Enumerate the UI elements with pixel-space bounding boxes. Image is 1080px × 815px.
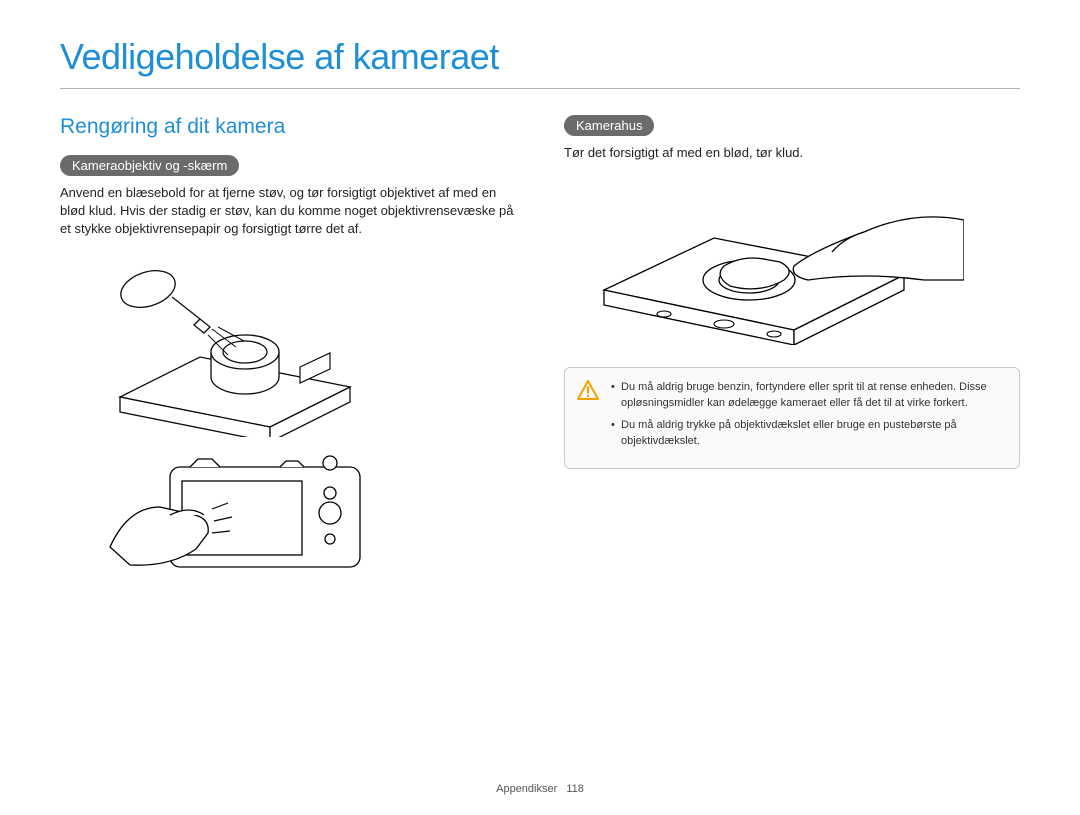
footer-page-number: 118 — [566, 783, 584, 795]
pill-lens-screen: Kameraobjektiv og -skærm — [60, 155, 239, 176]
warning-box: Du må aldrig bruge benzin, fortyndere el… — [564, 367, 1020, 469]
page-footer: Appendikser 118 — [0, 783, 1080, 795]
illustration-blower — [60, 257, 430, 437]
pill-body: Kamerahus — [564, 115, 654, 136]
page-title: Vedligeholdelse af kameraet — [60, 36, 1020, 89]
section-title-cleaning: Rengøring af dit kamera — [60, 115, 516, 139]
body-lens-screen: Anvend en blæsebold for at fjerne støv, … — [60, 184, 516, 239]
warning-list: Du må aldrig bruge benzin, fortyndere el… — [611, 380, 1005, 450]
left-column: Rengøring af dit kamera Kameraobjektiv o… — [60, 115, 516, 587]
warning-item: Du må aldrig trykke på objektivdækslet e… — [611, 418, 1005, 450]
two-column-layout: Rengøring af dit kamera Kameraobjektiv o… — [60, 115, 1020, 587]
body-camera-body: Tør det forsigtigt af med en blød, tør k… — [564, 144, 1020, 162]
illustration-wipe-screen — [100, 437, 380, 587]
warning-item: Du må aldrig bruge benzin, fortyndere el… — [611, 380, 1005, 412]
warning-icon — [577, 380, 599, 400]
illustration-wipe-body — [564, 180, 964, 345]
right-column: Kamerahus Tør det forsigtigt af med en b… — [564, 115, 1020, 587]
footer-section-label: Appendikser — [496, 783, 557, 795]
